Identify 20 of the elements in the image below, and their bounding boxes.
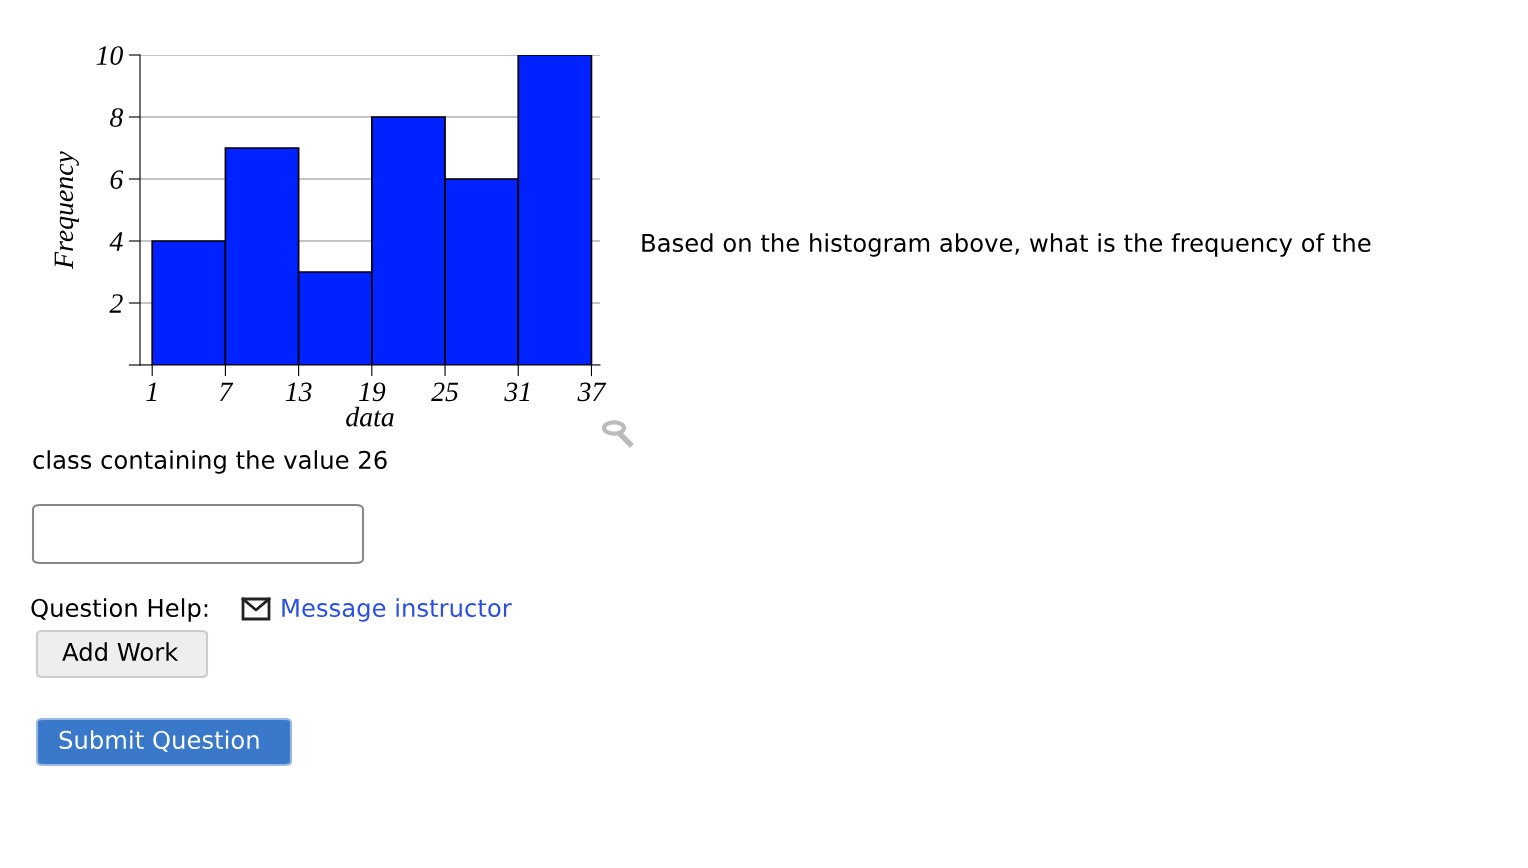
x-tick-label: 37 — [577, 382, 607, 402]
x-tick-label: 19 — [358, 382, 386, 402]
y-tick-label: 2 — [109, 294, 123, 313]
text: Submit Question — [59, 730, 259, 752]
y-tick-label: 4 — [109, 232, 123, 251]
x-tick-label: 13 — [285, 382, 312, 402]
y-tick-label: 6 — [110, 170, 124, 189]
text: Message instructor — [282, 598, 512, 622]
x-tick-label: 25 — [431, 382, 459, 402]
x-tick-label: 1 — [146, 382, 157, 401]
x-axis-title: data — [346, 406, 394, 427]
text: Based on the histogram above, what is the frequency of the — [642, 233, 1371, 257]
y-tick-label: 8 — [110, 108, 124, 127]
x-tick-label: 7 — [220, 382, 234, 401]
text: class containing the value 26 — [33, 450, 387, 474]
text: Question Help: — [31, 598, 208, 622]
text: Add Work — [62, 642, 179, 662]
x-tick-label: 31 — [504, 382, 530, 402]
y-tick-label: 10 — [96, 46, 123, 65]
y-axis-title: Frequency — [54, 151, 79, 270]
